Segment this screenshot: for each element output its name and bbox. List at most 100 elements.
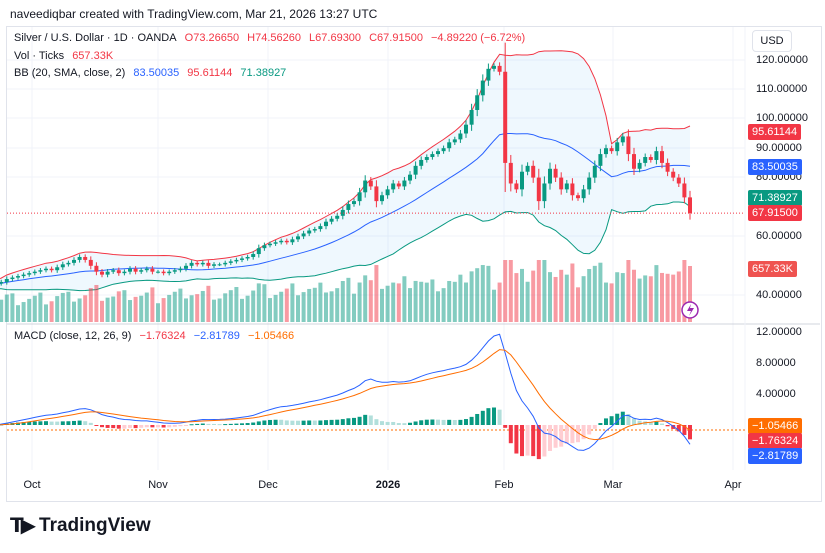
macd-histogram-bar [251,422,256,425]
brand-name: TradingView [39,514,151,536]
candle-body [284,240,289,243]
macd-histogram-bar [458,419,463,425]
volume-bar [105,297,110,322]
symbol-name[interactable]: Silver / U.S. Dollar · 1D · OANDA [14,32,177,44]
macd-histogram-bar [133,425,138,429]
volume-bar [469,271,474,322]
candle-body [385,189,390,196]
macd-tick: 8.00000 [756,357,796,369]
volume-bar [671,274,676,322]
volume-value: 657.33K [72,50,114,62]
candle-body [212,264,216,266]
candle-body [156,271,160,273]
candle-body [469,109,474,125]
currency-button[interactable]: USD [752,30,792,52]
bb-basis-line [0,132,691,285]
volume-bar [385,285,390,322]
macd-histogram-bar [72,420,76,425]
macd-histogram-bar [587,425,592,435]
volume-bar [430,279,435,322]
macd-histogram-bar [66,421,71,425]
bb-lower-tag: 71.38927 [748,190,802,206]
candle-body [688,197,692,214]
macd-histogram-bar [654,421,659,425]
candle-body [497,65,502,72]
volume-bar [256,283,261,322]
macd-histogram-bar [441,419,446,425]
macd-histogram-bar [385,421,390,425]
volume-bar [525,281,530,322]
macd-histogram-bar [268,419,272,425]
candle-body [587,177,592,190]
macd-histogram-bar [637,420,642,425]
candle-body [88,259,93,266]
candle-body [503,71,508,163]
candle-body [380,195,384,202]
bb-label[interactable]: BB (20, SMA, close, 2) [14,67,126,79]
macd-histogram-bar [296,420,300,425]
candle-body [352,201,356,205]
macd-histogram-bar [307,420,312,425]
macd-histogram-bar [391,421,396,425]
macd-histogram-bar [503,425,508,428]
candle-body [268,243,272,246]
macd-histogram-bar [77,420,82,425]
hist-tag: −1.76324 [748,433,803,449]
volume-bar [363,275,368,322]
volume-label[interactable]: Vol · Ticks [14,50,65,62]
macd-histogram-bar [413,421,418,425]
macd-histogram-bar [598,423,603,425]
macd-histogram-bar [492,407,496,425]
macd-histogram-bar [212,423,216,425]
macd-histogram-bar [363,414,368,425]
macd-histogram-bar [480,410,485,425]
candle-body [189,262,194,266]
volume-bar [570,263,575,322]
candle-body [245,256,250,259]
macd-histogram-bar [172,425,177,427]
candle-body [240,258,244,260]
candle-body [16,276,20,278]
candle-body [542,183,547,202]
macd-histogram-bar [548,425,552,451]
volume-bar [77,298,82,322]
macd-histogram-bar [27,421,32,425]
time-label: Dec [258,479,278,491]
volume-bar [615,272,620,322]
bb-basis-value: 83.50035 [133,67,180,79]
candle-body [492,65,496,69]
volume-bar [564,274,569,322]
candle-body [486,68,491,81]
volume-bar [83,295,88,322]
candle-body [665,162,670,172]
candle-body [122,271,127,274]
price-tick: 110.00000 [756,83,808,95]
candle-body [223,262,228,265]
candle-body [100,271,104,275]
candle-body [553,168,558,178]
chart-frame [6,26,822,502]
macd-histogram-bar [234,423,239,425]
candle-body [335,215,340,219]
macd-histogram-bar [464,419,468,425]
volume-bar [88,288,93,322]
macd-histogram-bar [357,416,362,425]
candle-body [391,183,396,190]
volume-bar [10,293,15,322]
macd-tick: 4.00000 [756,388,796,400]
bb-lower-value: 71.38927 [240,67,287,79]
volume-bar [223,293,228,322]
bb-upper-line [0,50,691,279]
macd-histogram-bar [396,423,401,425]
macd-histogram-bar [44,421,48,425]
candle-body [307,230,312,234]
macd-label[interactable]: MACD (close, 12, 26, 9) [14,330,132,342]
tradingview-logo[interactable]: 𝗧▶ TradingView [10,513,151,538]
candle-body [609,148,614,152]
candle-body [581,189,586,199]
volume-bar [240,298,244,322]
macd-histogram-bar [581,425,586,440]
macd-histogram-bar [542,425,547,457]
macd-histogram-bar [626,414,631,425]
